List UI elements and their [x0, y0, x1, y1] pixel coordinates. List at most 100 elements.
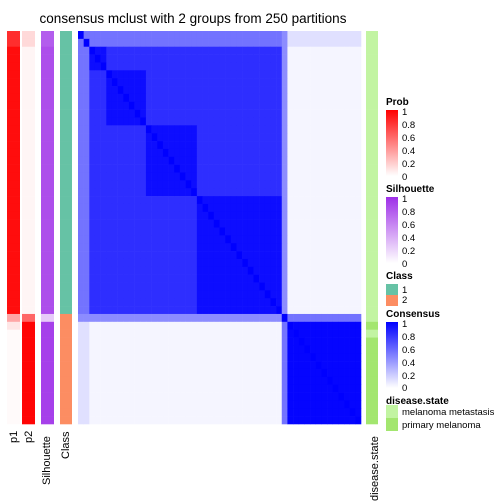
consensus-cell	[332, 392, 339, 401]
consensus-cell	[128, 164, 135, 173]
consensus-cell	[213, 31, 220, 40]
consensus-cell	[230, 101, 237, 110]
consensus-cell	[128, 117, 135, 126]
consensus-cell	[315, 329, 322, 338]
consensus-cell	[298, 117, 305, 126]
consensus-cell	[344, 125, 350, 134]
consensus-cell	[213, 384, 220, 393]
consensus-cell	[230, 400, 237, 409]
prob-p1-cell	[7, 266, 20, 275]
consensus-cell	[196, 306, 203, 315]
consensus-cell	[117, 290, 124, 299]
consensus-cell	[242, 141, 249, 150]
consensus-cell	[134, 46, 141, 55]
consensus-cell	[89, 337, 96, 346]
consensus-cell	[276, 392, 283, 401]
prob-p2-cell	[22, 188, 35, 197]
consensus-cell	[315, 251, 322, 260]
consensus-cell	[264, 196, 271, 205]
consensus-cell	[281, 148, 288, 158]
consensus-cell	[264, 38, 271, 48]
consensus-cell	[213, 203, 220, 213]
consensus-cell	[100, 384, 107, 393]
consensus-cell	[179, 235, 186, 244]
prob-p1-cell	[7, 329, 20, 338]
consensus-cell	[242, 345, 249, 354]
consensus-cell	[247, 408, 254, 417]
consensus-cell	[225, 54, 232, 63]
consensus-cell	[213, 78, 220, 87]
consensus-cell	[213, 172, 220, 181]
consensus-cell	[293, 125, 300, 134]
consensus-cell	[281, 258, 288, 268]
consensus-cell	[264, 188, 271, 197]
consensus-cell	[191, 392, 198, 401]
consensus-cell	[94, 361, 101, 370]
consensus-matrix	[78, 31, 362, 425]
consensus-cell	[145, 227, 152, 236]
consensus-cell	[332, 337, 339, 346]
consensus-cell	[174, 70, 181, 79]
consensus-cell	[174, 298, 181, 307]
consensus-cell	[151, 117, 158, 126]
prob-p1-cell	[7, 298, 20, 307]
prob-p1-cell	[7, 313, 20, 323]
consensus-cell	[298, 345, 305, 354]
consensus-cell	[145, 384, 152, 393]
consensus-cell	[344, 290, 350, 299]
legend-silhouette-tick: 0.6	[402, 220, 415, 231]
consensus-cell	[264, 86, 271, 95]
consensus-cell	[298, 416, 305, 425]
consensus-cell	[145, 188, 152, 197]
consensus-cell	[236, 337, 243, 346]
consensus-cell	[310, 392, 317, 401]
consensus-cell	[140, 337, 147, 346]
consensus-cell	[247, 180, 254, 189]
consensus-cell	[247, 353, 254, 362]
consensus-cell	[242, 156, 249, 165]
consensus-cell	[168, 125, 175, 134]
consensus-cell	[191, 188, 198, 197]
consensus-cell	[94, 70, 101, 79]
consensus-cell	[140, 282, 147, 291]
disease-state-cell	[366, 62, 378, 71]
consensus-cell	[355, 196, 362, 205]
consensus-cell	[281, 133, 288, 142]
class-cell	[60, 313, 72, 323]
consensus-cell	[270, 38, 277, 48]
consensus-cell	[213, 219, 220, 228]
consensus-cell	[196, 109, 203, 118]
consensus-cell	[327, 306, 333, 315]
consensus-cell	[94, 290, 101, 299]
consensus-cell	[310, 400, 317, 409]
consensus-cell	[202, 46, 209, 55]
consensus-cell	[117, 329, 124, 338]
prob-p2-cell	[22, 298, 35, 307]
consensus-cell	[281, 353, 288, 362]
silhouette-cell	[41, 211, 54, 220]
consensus-cell	[140, 164, 147, 173]
consensus-cell	[123, 78, 130, 87]
consensus-cell	[230, 392, 237, 401]
consensus-cell	[145, 101, 152, 110]
consensus-cell	[100, 164, 107, 173]
consensus-cell	[168, 235, 175, 244]
consensus-cell	[202, 243, 209, 252]
consensus-cell	[332, 251, 339, 260]
prob-p1-cell	[7, 156, 20, 165]
consensus-cell	[78, 172, 84, 181]
consensus-cell	[128, 251, 135, 260]
consensus-cell	[264, 117, 271, 126]
consensus-cell	[310, 219, 317, 228]
consensus-cell	[344, 101, 350, 110]
consensus-cell	[179, 384, 186, 393]
prob-p1-cell	[7, 203, 20, 213]
consensus-cell	[191, 196, 198, 205]
consensus-cell	[259, 46, 266, 55]
consensus-cell	[157, 109, 164, 118]
consensus-cell	[111, 274, 118, 283]
prob-p2-cell	[22, 86, 35, 95]
consensus-cell	[185, 274, 192, 283]
consensus-cell	[123, 400, 130, 409]
consensus-cell	[219, 31, 226, 40]
